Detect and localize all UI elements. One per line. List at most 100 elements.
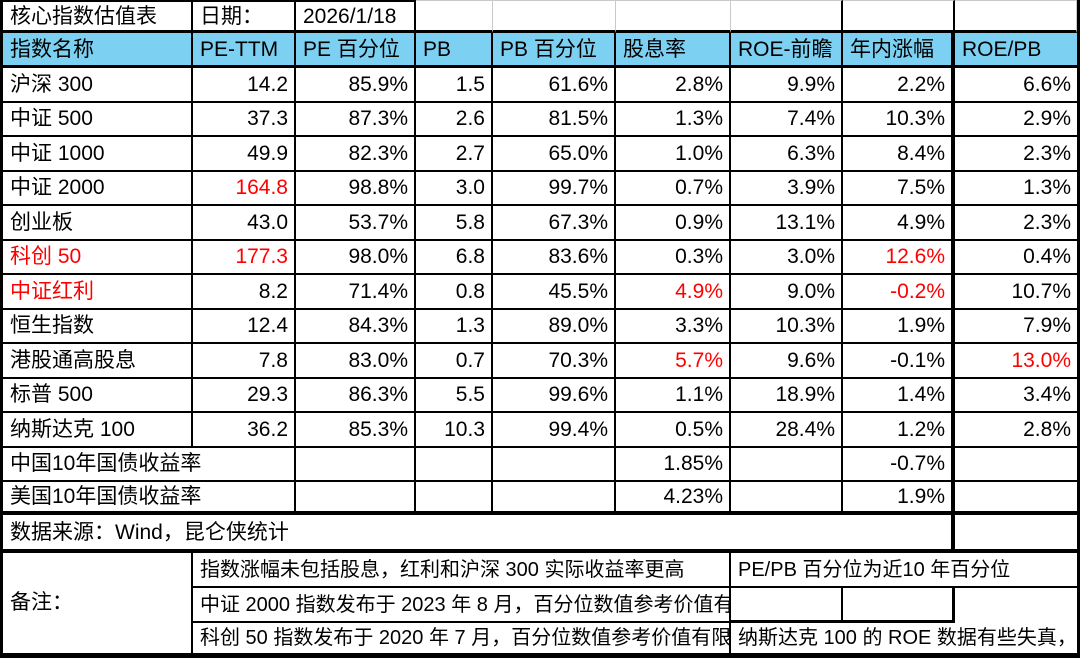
cell-roe-pb[interactable]: 1.3% bbox=[955, 172, 1077, 206]
cell-dividend-yield[interactable]: 1.3% bbox=[616, 102, 731, 137]
data-source-cell[interactable]: 数据来源：Wind，昆仑侠统计 bbox=[3, 515, 955, 553]
empty-cell[interactable] bbox=[955, 588, 1077, 623]
cell-pe-percentile[interactable]: 53.7% bbox=[296, 206, 416, 241]
header-index-name[interactable]: 指数名称 bbox=[3, 33, 193, 68]
cell-ytd-change[interactable]: 4.9% bbox=[843, 206, 955, 241]
cell-index-name[interactable]: 科创 50 bbox=[3, 240, 193, 275]
empty-cell[interactable] bbox=[296, 482, 416, 515]
cell-roe-forward[interactable]: 13.1% bbox=[731, 206, 843, 241]
cell-pb[interactable]: 1.5 bbox=[416, 68, 493, 103]
cell-pe-percentile[interactable]: 98.8% bbox=[296, 171, 416, 206]
empty-cell[interactable] bbox=[616, 0, 731, 33]
cell-pe-ttm[interactable]: 49.9 bbox=[193, 137, 296, 172]
cell-pe-ttm[interactable]: 43.0 bbox=[193, 206, 296, 241]
cell-bond-name[interactable]: 中国10年国债收益率 bbox=[3, 447, 296, 482]
cell-pe-ttm[interactable]: 14.2 bbox=[193, 68, 296, 103]
cell-ytd-change[interactable]: -0.1% bbox=[843, 344, 955, 379]
cell-roe-pb[interactable]: 3.4% bbox=[955, 379, 1077, 413]
empty-cell[interactable] bbox=[296, 447, 416, 482]
empty-cell[interactable] bbox=[955, 515, 1077, 553]
cell-pe-percentile[interactable]: 86.3% bbox=[296, 378, 416, 413]
cell-dividend-yield[interactable]: 1.85% bbox=[616, 447, 731, 482]
cell-roe-pb[interactable]: 2.3% bbox=[955, 137, 1077, 172]
cell-dividend-yield[interactable]: 3.3% bbox=[616, 309, 731, 344]
cell-pe-ttm[interactable]: 8.2 bbox=[193, 275, 296, 310]
cell-index-name[interactable]: 中证红利 bbox=[3, 275, 193, 310]
cell-pe-ttm[interactable]: 29.3 bbox=[193, 378, 296, 413]
cell-ytd-change[interactable]: 12.6% bbox=[843, 240, 955, 275]
cell-roe-pb[interactable]: 13.0% bbox=[955, 344, 1077, 379]
remark-side-cell[interactable]: 纳斯达克 100 的 ROE 数据有些失真，和超 bbox=[731, 623, 1077, 658]
empty-cell[interactable] bbox=[843, 0, 955, 33]
cell-pb[interactable]: 2.7 bbox=[416, 137, 493, 172]
cell-pb-percentile[interactable]: 83.6% bbox=[493, 240, 616, 275]
header-ytd-change[interactable]: 年内涨幅 bbox=[843, 33, 955, 68]
cell-dividend-yield[interactable]: 0.7% bbox=[616, 171, 731, 206]
cell-pe-percentile[interactable]: 85.9% bbox=[296, 68, 416, 103]
date-value-cell[interactable]: 2026/1/18 bbox=[296, 0, 416, 33]
cell-ytd-change[interactable]: -0.7% bbox=[843, 447, 955, 482]
cell-index-name[interactable]: 恒生指数 bbox=[3, 309, 193, 344]
empty-cell[interactable] bbox=[416, 482, 493, 515]
cell-dividend-yield[interactable]: 4.23% bbox=[616, 482, 731, 515]
cell-pb[interactable]: 0.8 bbox=[416, 275, 493, 310]
cell-dividend-yield[interactable]: 0.3% bbox=[616, 240, 731, 275]
cell-pb-percentile[interactable]: 81.5% bbox=[493, 102, 616, 137]
empty-cell[interactable] bbox=[493, 482, 616, 515]
empty-cell[interactable] bbox=[416, 447, 493, 482]
cell-ytd-change[interactable]: 10.3% bbox=[843, 102, 955, 137]
empty-cell[interactable] bbox=[416, 0, 493, 33]
cell-index-name[interactable]: 纳斯达克 100 bbox=[3, 413, 193, 448]
cell-pb[interactable]: 1.3 bbox=[416, 309, 493, 344]
header-dividend-yield[interactable]: 股息率 bbox=[616, 33, 731, 68]
cell-pe-percentile[interactable]: 71.4% bbox=[296, 275, 416, 310]
cell-index-name[interactable]: 沪深 300 bbox=[3, 68, 193, 103]
cell-pe-percentile[interactable]: 98.0% bbox=[296, 240, 416, 275]
cell-dividend-yield[interactable]: 0.5% bbox=[616, 413, 731, 448]
cell-pe-percentile[interactable]: 87.3% bbox=[296, 102, 416, 137]
cell-dividend-yield[interactable]: 2.8% bbox=[616, 68, 731, 103]
date-label-cell[interactable]: 日期： bbox=[193, 0, 296, 33]
cell-roe-pb[interactable]: 2.9% bbox=[955, 103, 1077, 137]
empty-cell[interactable] bbox=[731, 0, 843, 33]
remark-text-cell[interactable]: 指数涨幅未包括股息，红利和沪深 300 实际收益率更高 bbox=[193, 553, 731, 588]
remark-text-cell[interactable]: 中证 2000 指数发布于 2023 年 8 月，百分位数值参考价值有限 bbox=[193, 588, 731, 623]
cell-roe-forward[interactable]: 18.9% bbox=[731, 378, 843, 413]
cell-index-name[interactable]: 中证 500 bbox=[3, 102, 193, 137]
cell-pb-percentile[interactable]: 45.5% bbox=[493, 275, 616, 310]
cell-roe-pb[interactable]: 0.4% bbox=[955, 241, 1077, 275]
cell-roe-pb[interactable]: 2.3% bbox=[955, 206, 1077, 241]
cell-roe-pb[interactable]: 6.6% bbox=[955, 68, 1077, 103]
cell-dividend-yield[interactable]: 1.0% bbox=[616, 137, 731, 172]
cell-pb[interactable]: 3.0 bbox=[416, 171, 493, 206]
cell-pe-ttm[interactable]: 177.3 bbox=[193, 240, 296, 275]
sheet-title-cell[interactable]: 核心指数估值表 bbox=[3, 0, 193, 33]
cell-roe-pb[interactable]: 2.8% bbox=[955, 413, 1077, 448]
empty-cell[interactable] bbox=[493, 447, 616, 482]
cell-roe-forward[interactable]: 7.4% bbox=[731, 102, 843, 137]
cell-pe-percentile[interactable]: 85.3% bbox=[296, 413, 416, 448]
cell-roe-forward[interactable]: 9.6% bbox=[731, 344, 843, 379]
cell-pe-ttm[interactable]: 36.2 bbox=[193, 413, 296, 448]
cell-pb[interactable]: 0.7 bbox=[416, 344, 493, 379]
cell-dividend-yield[interactable]: 5.7% bbox=[616, 344, 731, 379]
cell-pb-percentile[interactable]: 89.0% bbox=[493, 309, 616, 344]
cell-pb-percentile[interactable]: 99.4% bbox=[493, 413, 616, 448]
cell-roe-forward[interactable]: 28.4% bbox=[731, 413, 843, 448]
cell-index-name[interactable]: 港股通高股息 bbox=[3, 344, 193, 379]
cell-roe-forward[interactable]: 10.3% bbox=[731, 309, 843, 344]
cell-roe-pb[interactable]: 7.9% bbox=[955, 310, 1077, 344]
cell-pb-percentile[interactable]: 67.3% bbox=[493, 206, 616, 241]
cell-dividend-yield[interactable]: 0.9% bbox=[616, 206, 731, 241]
empty-cell[interactable] bbox=[731, 447, 843, 482]
cell-ytd-change[interactable]: 1.9% bbox=[843, 309, 955, 344]
header-roe-forward[interactable]: ROE-前瞻 bbox=[731, 33, 843, 68]
cell-ytd-change[interactable]: 1.9% bbox=[843, 482, 955, 515]
empty-cell[interactable] bbox=[955, 482, 1077, 515]
cell-pe-ttm[interactable]: 12.4 bbox=[193, 309, 296, 344]
cell-roe-forward[interactable]: 6.3% bbox=[731, 137, 843, 172]
cell-dividend-yield[interactable]: 4.9% bbox=[616, 275, 731, 310]
header-roe-pb[interactable]: ROE/PB bbox=[955, 33, 1077, 68]
cell-pe-percentile[interactable]: 82.3% bbox=[296, 137, 416, 172]
cell-bond-name[interactable]: 美国10年国债收益率 bbox=[3, 482, 296, 515]
